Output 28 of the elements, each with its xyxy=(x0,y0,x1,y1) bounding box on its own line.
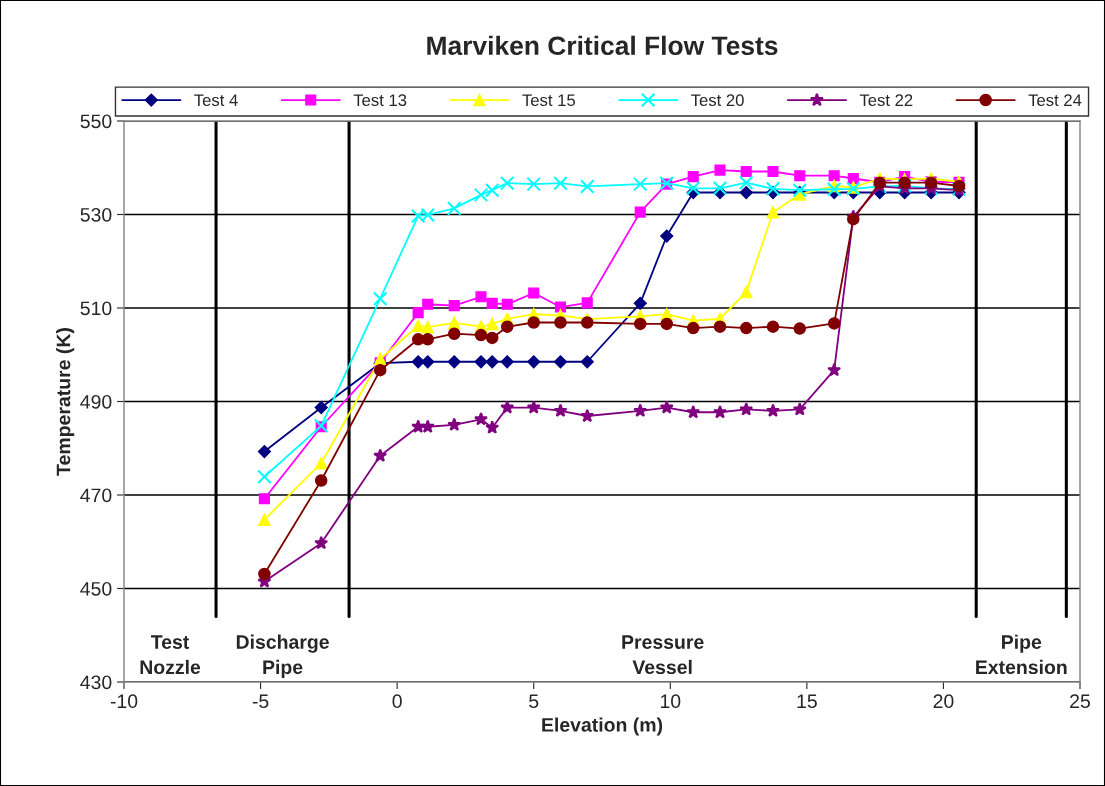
annotation: Pressure Vessel xyxy=(622,635,704,675)
annotation: Test Nozzle xyxy=(140,635,201,675)
y-tick-label: 490 xyxy=(80,394,112,409)
legend-label: Test 4 xyxy=(194,94,238,107)
annotation: Discharge Pipe xyxy=(236,634,329,678)
legend-label: Test 20 xyxy=(691,94,744,107)
legend-label: Test 13 xyxy=(353,94,407,107)
chart-title: Marviken Critical Flow Tests xyxy=(427,35,778,56)
x-tick-label: 5 xyxy=(529,694,539,709)
y-axis-title: Temperature (K) xyxy=(56,328,75,476)
y-tick-label: 430 xyxy=(80,675,112,690)
x-tick-label: 15 xyxy=(797,694,817,709)
y-tick-label: 450 xyxy=(80,581,112,596)
x-tick-label: -5 xyxy=(252,694,269,709)
y-tick-label: 510 xyxy=(80,301,112,316)
y-tick-label: 530 xyxy=(80,207,112,222)
legend-label: Test 15 xyxy=(522,94,575,107)
x-axis-title: Elevation (m) xyxy=(542,717,663,736)
legend-label: Test 22 xyxy=(859,94,913,107)
x-tick-label: 25 xyxy=(1070,694,1090,709)
y-tick-label: 470 xyxy=(80,488,112,503)
legend-label: Test 24 xyxy=(1028,94,1082,107)
x-tick-label: 0 xyxy=(392,694,402,709)
y-tick-label: 550 xyxy=(80,114,112,129)
x-tick-label: -10 xyxy=(110,694,138,709)
x-tick-label: 10 xyxy=(660,694,681,709)
annotation: Pipe Extension xyxy=(976,634,1067,675)
x-tick-label: 20 xyxy=(933,694,954,709)
